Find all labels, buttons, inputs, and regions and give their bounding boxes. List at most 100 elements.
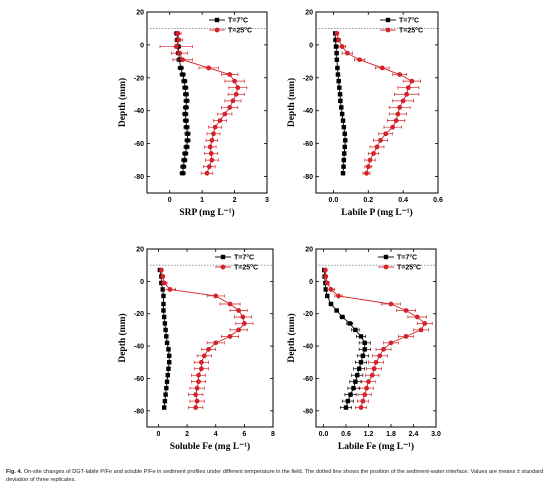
series-t25 [322, 267, 433, 410]
y-tick-label: -20 [303, 75, 313, 82]
data-point [414, 314, 420, 320]
series-line [160, 269, 245, 408]
data-point [183, 111, 188, 117]
data-point [373, 359, 379, 365]
x-tick-label: 2 [185, 431, 189, 438]
y-tick-label: -20 [303, 311, 313, 318]
data-point [161, 405, 167, 410]
data-point [334, 50, 339, 56]
x-tick-label: 2.4 [409, 431, 419, 438]
data-point [400, 98, 406, 104]
data-point [334, 57, 340, 62]
data-point [364, 385, 370, 391]
data-point [374, 144, 380, 150]
data-point [207, 144, 213, 150]
y-tick-label: 20 [305, 10, 313, 17]
y-tick-label: -60 [134, 141, 144, 148]
data-point [160, 287, 165, 292]
caption-text: On-site changes of DGT-labile P/Fe and s… [6, 469, 544, 483]
data-point [353, 379, 358, 384]
data-point [227, 72, 233, 77]
y-tick-label: 0 [309, 279, 313, 286]
data-point [161, 314, 167, 320]
data-point [178, 65, 183, 71]
y-tick-label: -40 [303, 344, 313, 351]
data-point [367, 157, 373, 163]
panel-soluble-fe: 0 2 4 6 8 20 0 -20 -40 -60 -80 Soluble Fe (mg L⁻¹) D… [117, 247, 275, 453]
y-axis-title: Depth (mm) [117, 313, 128, 362]
data-point [213, 340, 219, 346]
data-point [340, 171, 346, 176]
data-point [163, 327, 168, 333]
x-tick-label: 0 [168, 197, 172, 204]
x-tick-label: 1.8 [386, 431, 396, 438]
data-point [235, 85, 241, 91]
data-point [403, 308, 409, 313]
data-point [162, 398, 168, 404]
data-point [418, 327, 424, 333]
data-point [211, 131, 216, 137]
y-axis-title: Depth (mm) [286, 313, 297, 362]
caption-figure-number: Fig. 4. [6, 469, 23, 475]
data-point [241, 321, 247, 326]
legend-marker [385, 17, 391, 23]
data-point [323, 287, 328, 292]
series-t7 [322, 267, 371, 410]
data-point [181, 164, 186, 169]
data-point [209, 157, 215, 163]
data-point [333, 37, 338, 43]
legend-marker [220, 264, 226, 270]
data-point [357, 57, 362, 63]
data-point [334, 308, 339, 313]
legend-marker [383, 264, 389, 270]
data-point [222, 111, 228, 117]
y-tick-label: -60 [134, 376, 144, 383]
data-point [336, 78, 341, 84]
series-line [175, 33, 239, 174]
x-tick-label: 0.0 [319, 431, 329, 438]
data-point [182, 157, 187, 163]
data-point [362, 347, 367, 352]
data-point [348, 392, 353, 397]
data-point [366, 379, 371, 385]
data-point [351, 385, 356, 391]
data-point [227, 333, 233, 339]
data-point [177, 50, 182, 56]
x-axis-title: Labile Fe (mg L⁻¹) [338, 441, 414, 452]
data-point [365, 164, 371, 170]
data-point [164, 334, 169, 339]
data-point [196, 379, 201, 385]
data-point [360, 398, 366, 404]
data-point [341, 124, 347, 130]
data-point [390, 124, 396, 130]
data-point [161, 301, 166, 307]
y-tick-label: -80 [303, 174, 313, 181]
y-tick-label: -40 [134, 108, 144, 115]
data-point [206, 65, 212, 71]
data-point [405, 85, 411, 91]
data-point [347, 321, 352, 326]
data-point [325, 293, 330, 299]
data-point [358, 334, 364, 339]
legend-label: T=7°C [234, 254, 254, 262]
data-point [343, 405, 349, 410]
x-tick-label: 0.0 [329, 197, 339, 204]
y-tick-label: 0 [140, 279, 144, 286]
data-point [164, 385, 169, 391]
data-point [206, 346, 211, 352]
data-point [196, 372, 201, 378]
data-point [183, 151, 188, 156]
x-axis-title: Soluble Fe (mg L⁻¹) [170, 441, 250, 452]
data-point [184, 98, 189, 104]
data-point [395, 111, 401, 117]
data-point [209, 137, 215, 143]
data-point [383, 131, 389, 137]
data-point [180, 72, 185, 77]
panel-srp: 0 1 2 3 20 0 -20 -40 -60 -80 SRP (mg L⁻¹) Depth (mm… [117, 10, 269, 219]
data-point [336, 293, 341, 299]
x-tick-label: 8 [271, 431, 275, 438]
y-tick-label: -40 [134, 344, 144, 351]
data-point [161, 293, 166, 299]
x-tick-label: 3 [265, 197, 269, 204]
data-point [362, 392, 368, 398]
